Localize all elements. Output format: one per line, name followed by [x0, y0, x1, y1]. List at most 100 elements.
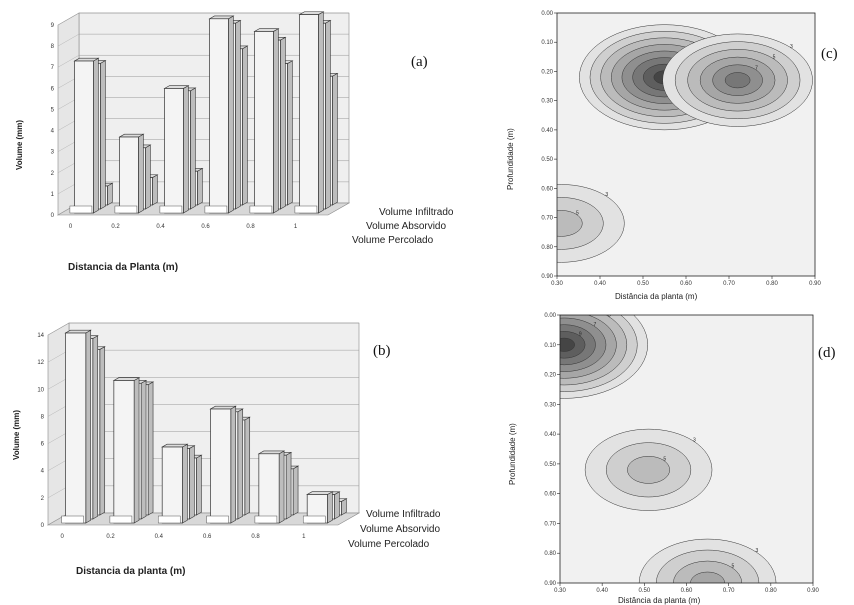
bar-side — [230, 405, 237, 524]
bar-side — [100, 60, 106, 210]
contour-label: 5 — [732, 564, 735, 570]
bar-side — [273, 28, 279, 214]
y-tick-label: 8 — [41, 414, 45, 420]
bar — [113, 380, 135, 524]
bar-side — [93, 57, 99, 214]
x-axis-title-c: Distância da planta (m) — [615, 292, 698, 301]
bar-chart-a-svg: 0 1 2 3 4 5 6 7 8 9 0 0.2 0.4 0.6 0.8 1 — [51, 11, 351, 230]
contour-band — [557, 210, 583, 237]
contour-chart-d: 3 5 7 9 3 5 3 5 0.00 0.10 0.20 0.30 0.40 0.50 0.60 0.70… — [500, 305, 854, 605]
legend-b-absorvido: Volume Absorvido — [360, 524, 441, 535]
x-tick-label: 0.50 — [638, 588, 650, 594]
floor-tag — [249, 205, 273, 214]
y-tick-label: 0.40 — [544, 432, 556, 438]
floor-tag — [157, 515, 181, 524]
contour-band — [627, 456, 670, 484]
y-tick-label: 1 — [51, 192, 55, 198]
bar-side — [325, 19, 331, 210]
y-tick-label: 0.40 — [541, 128, 553, 134]
legend-a-absorvido: Volume Absorvido — [366, 221, 447, 232]
contour-label: 3 — [693, 437, 696, 443]
bar-side — [197, 167, 203, 206]
legend-a-infiltrado: Volume Infiltrado — [379, 207, 454, 218]
y-tick-label: 0.60 — [544, 492, 556, 498]
y-tick-label: 3 — [51, 150, 55, 156]
bar-top — [118, 133, 145, 138]
contour-layer: 357935735 — [557, 24, 813, 263]
panel-label-d: (d) — [818, 345, 836, 361]
contour-band — [724, 72, 751, 89]
y-tick-label: 4 — [51, 129, 55, 135]
y-tick-label: 0 — [51, 213, 55, 219]
legend-b-infiltrado: Volume Infiltrado — [366, 509, 441, 520]
x-tick-label: 0.80 — [765, 588, 777, 594]
bar-side — [280, 36, 286, 210]
bar — [209, 18, 229, 214]
y-tick-label: 6 — [51, 86, 55, 92]
bar-side — [182, 443, 188, 524]
contour-label: 5 — [576, 210, 579, 216]
contour-label: 5 — [608, 313, 611, 319]
x-tick-label: 0 — [60, 534, 64, 540]
bar-side — [237, 408, 244, 520]
x-tick-label: 0.70 — [723, 281, 735, 287]
bar-side — [133, 377, 140, 524]
bar — [164, 88, 184, 214]
y-tick-label: 0.70 — [541, 216, 553, 222]
bar — [119, 136, 139, 214]
x-tick-label: 0.6 — [203, 534, 212, 540]
x-tick-label: 0.2 — [111, 224, 120, 230]
x-tick-label: 0.4 — [155, 534, 164, 540]
x-tick-label: 0.80 — [766, 281, 778, 287]
bar-chart-b: 0 2 4 6 8 10 12 14 0 0.2 0.4 0.6 0.8 1 — [0, 310, 470, 605]
x-axis-title-d: Distância da planta (m) — [618, 596, 701, 605]
bar-side — [278, 450, 285, 524]
bar-top — [208, 15, 235, 20]
bar-side — [85, 329, 92, 524]
floor-tag — [294, 205, 318, 214]
bar — [161, 446, 183, 524]
floor-tag — [69, 205, 93, 214]
bar-side — [244, 416, 251, 516]
y-axis-title-d: Profundidade (m) — [508, 423, 517, 485]
bar-top — [209, 405, 237, 410]
floor-tag — [114, 205, 138, 214]
y-tick-label: 0.90 — [541, 274, 553, 280]
bar-side — [190, 87, 196, 210]
contour-label: 3 — [623, 305, 626, 309]
bar — [254, 31, 274, 214]
y-axis-title-b: Volume (mm) — [12, 409, 21, 460]
bar — [258, 453, 280, 524]
bar-side — [332, 72, 338, 206]
floor-tag — [109, 515, 133, 524]
y-tick-label: 0.80 — [544, 551, 556, 557]
bar — [74, 60, 94, 214]
x-tick-label: 0.40 — [594, 281, 606, 287]
y-tick-label: 0.80 — [541, 245, 553, 251]
y-tick-label: 2 — [51, 171, 55, 177]
bar — [210, 408, 232, 524]
y-tick-label: 2 — [41, 496, 45, 502]
bar-side — [140, 379, 147, 520]
x-tick-label: 0.90 — [809, 281, 821, 287]
floor-tag — [254, 515, 278, 524]
contour-chart-d-svg: 3 5 7 9 3 5 3 5 0.00 0.10 0.20 0.30 0.40 0.50 0.60 0.70… — [544, 305, 819, 594]
x-tick-label: 1 — [294, 224, 298, 230]
bar-top — [257, 450, 286, 455]
bar-top — [64, 329, 92, 334]
contour-label: 3 — [605, 192, 608, 198]
bar-chart-a: 0 1 2 3 4 5 6 7 8 9 0 0.2 0.4 0.6 0.8 1 — [0, 0, 470, 290]
x-tick-label: 0.30 — [554, 588, 566, 594]
y-tick-label: 7 — [51, 65, 55, 71]
bar-top — [298, 11, 325, 15]
y-tick-label: 12 — [37, 360, 44, 366]
bar-top — [306, 491, 334, 495]
x-tick-label: 0.2 — [106, 534, 115, 540]
floor-tag — [206, 515, 229, 524]
y-tick-label: 4 — [41, 469, 45, 475]
y-tick-label: 0.60 — [541, 186, 553, 192]
bar-side — [92, 335, 99, 520]
x-tick-label: 0.90 — [807, 588, 819, 594]
bar-side — [107, 182, 113, 206]
y-tick-label: 0.10 — [541, 40, 553, 46]
